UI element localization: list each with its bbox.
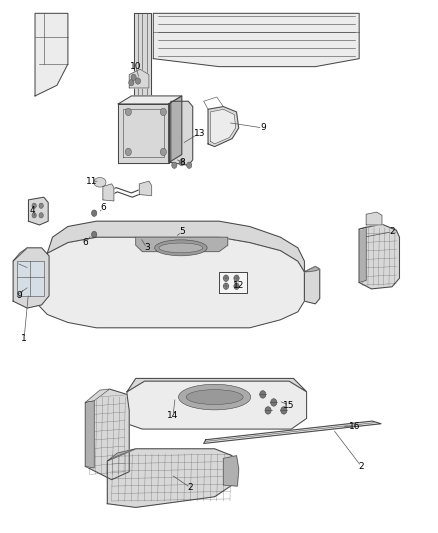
Polygon shape <box>204 421 381 443</box>
Circle shape <box>234 283 239 289</box>
Text: 16: 16 <box>349 422 360 431</box>
Text: 15: 15 <box>283 401 295 409</box>
Text: 9: 9 <box>17 292 23 300</box>
Polygon shape <box>118 96 182 104</box>
Polygon shape <box>304 266 320 304</box>
Circle shape <box>39 203 43 208</box>
Circle shape <box>187 162 192 168</box>
Polygon shape <box>134 13 151 112</box>
Circle shape <box>92 210 97 216</box>
Text: 1: 1 <box>21 334 27 343</box>
Polygon shape <box>13 248 27 261</box>
Polygon shape <box>139 181 152 196</box>
Circle shape <box>172 162 177 168</box>
Polygon shape <box>304 266 320 272</box>
Circle shape <box>234 275 239 281</box>
Circle shape <box>32 213 36 218</box>
Polygon shape <box>366 212 382 225</box>
Circle shape <box>160 108 166 116</box>
Polygon shape <box>47 221 304 272</box>
Circle shape <box>32 203 36 208</box>
Circle shape <box>281 407 287 414</box>
Text: 9: 9 <box>260 124 266 132</box>
Text: 6: 6 <box>100 204 106 212</box>
Ellipse shape <box>155 240 207 256</box>
Text: 10: 10 <box>130 62 141 71</box>
Text: 11: 11 <box>86 177 98 185</box>
Ellipse shape <box>159 243 203 253</box>
Circle shape <box>160 148 166 156</box>
Text: 3: 3 <box>144 244 150 252</box>
Text: 8: 8 <box>179 158 185 167</box>
Polygon shape <box>17 261 44 296</box>
Polygon shape <box>129 69 149 88</box>
Polygon shape <box>223 456 239 486</box>
Text: 5: 5 <box>179 228 185 236</box>
Text: 12: 12 <box>233 281 244 289</box>
Circle shape <box>271 399 277 406</box>
Circle shape <box>260 391 266 398</box>
Polygon shape <box>35 13 68 96</box>
Polygon shape <box>208 107 239 147</box>
Polygon shape <box>210 109 236 144</box>
Polygon shape <box>85 401 94 468</box>
Polygon shape <box>13 248 49 308</box>
Text: 2: 2 <box>389 228 395 236</box>
Polygon shape <box>153 13 359 67</box>
Ellipse shape <box>179 384 251 410</box>
Circle shape <box>125 148 131 156</box>
Polygon shape <box>219 272 247 293</box>
Polygon shape <box>85 389 110 402</box>
Text: 6: 6 <box>82 238 88 247</box>
Circle shape <box>125 108 131 116</box>
Polygon shape <box>359 224 381 229</box>
Text: 13: 13 <box>194 129 205 138</box>
Circle shape <box>135 78 141 84</box>
Circle shape <box>131 74 136 80</box>
Polygon shape <box>171 101 193 165</box>
Text: 14: 14 <box>167 411 179 420</box>
Circle shape <box>223 275 229 281</box>
Text: 4: 4 <box>30 206 35 215</box>
Polygon shape <box>169 96 182 163</box>
Polygon shape <box>136 237 228 252</box>
Circle shape <box>92 231 97 238</box>
Polygon shape <box>127 378 307 392</box>
Polygon shape <box>359 224 399 289</box>
Polygon shape <box>103 184 114 201</box>
Circle shape <box>265 407 271 414</box>
Polygon shape <box>118 104 169 163</box>
Ellipse shape <box>94 177 106 187</box>
Polygon shape <box>37 237 304 328</box>
Polygon shape <box>107 449 136 461</box>
Polygon shape <box>28 197 48 225</box>
Circle shape <box>179 159 184 166</box>
Circle shape <box>129 79 134 86</box>
Ellipse shape <box>186 390 243 405</box>
Circle shape <box>39 213 43 218</box>
Circle shape <box>223 283 229 289</box>
Polygon shape <box>359 227 366 282</box>
Text: 2: 2 <box>359 462 364 471</box>
Polygon shape <box>127 381 307 429</box>
Polygon shape <box>107 449 237 507</box>
Polygon shape <box>85 389 129 480</box>
Text: 2: 2 <box>188 483 193 492</box>
